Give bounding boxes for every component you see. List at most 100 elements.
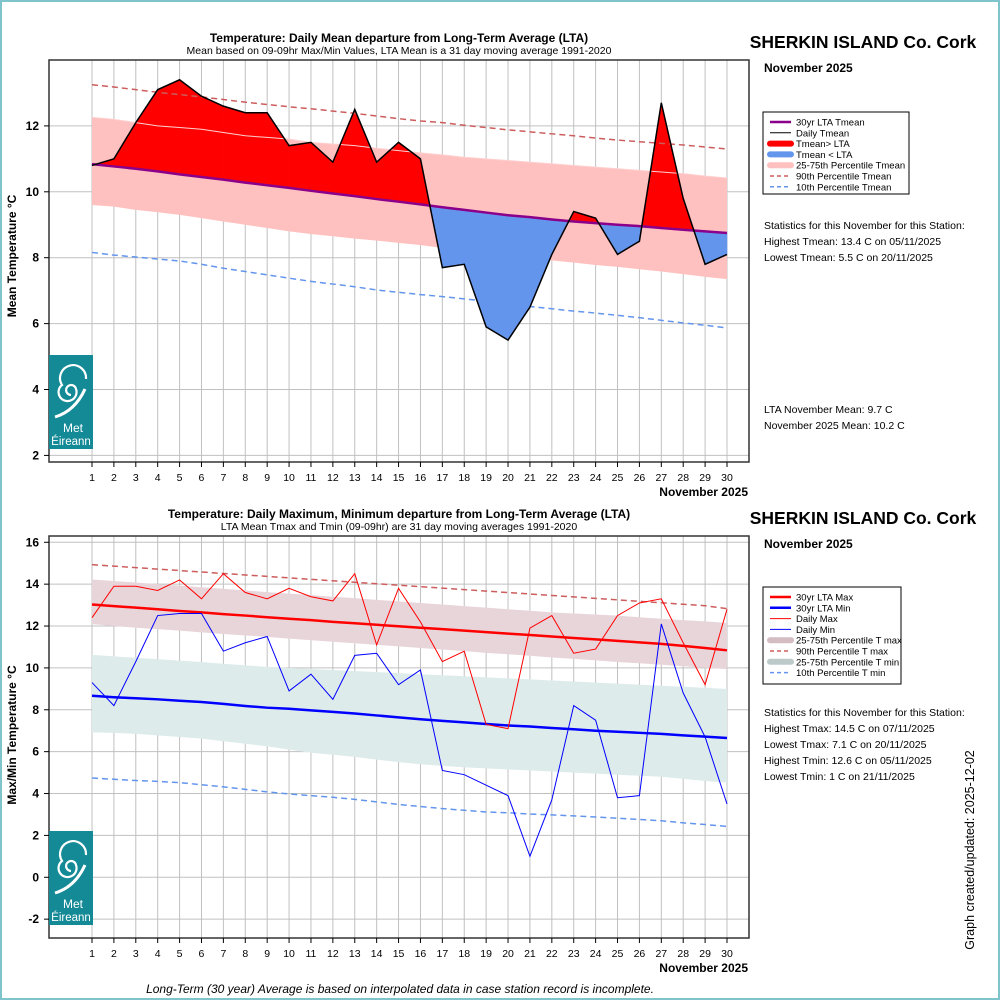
x-tick-label: 23 [568, 948, 580, 960]
stat-lowest-tmin: Lowest Tmin: 1 C on 21/11/2025 [764, 771, 915, 783]
x-tick-label: 17 [437, 948, 449, 960]
above-lta-fill [266, 111, 290, 189]
met-eireann-logo: Met Éireann [49, 355, 93, 449]
x-tick-label: 13 [349, 472, 361, 484]
x-tick-label: 21 [524, 948, 536, 960]
series-lines [91, 563, 728, 858]
mean-temperature-chart: Temperature: Daily Mean departure from L… [5, 31, 977, 499]
x-tick-label: 5 [177, 472, 183, 484]
x-tick-label: 19 [480, 948, 492, 960]
x-tick-label: 8 [242, 472, 248, 484]
percentile-bands [92, 579, 727, 783]
x-tick-label: 3 [133, 948, 139, 960]
x-tick-label: 16 [415, 948, 427, 960]
legend-label: Daily Min [796, 625, 835, 636]
logo-text-eireann: Éireann [51, 911, 91, 924]
y-tick-label: 6 [32, 745, 39, 759]
y-tick-label: 10 [26, 661, 40, 675]
x-tick-label: 27 [655, 472, 667, 484]
x-tick-label: 10 [283, 948, 295, 960]
y-tick-label: 8 [32, 703, 39, 717]
x-tick-label: 30 [721, 472, 733, 484]
daily-min-line [91, 612, 728, 858]
logo-background [49, 831, 93, 925]
x-tick-label: 4 [155, 472, 161, 484]
legend-label: 25-75th Percentile Tmean [796, 161, 905, 172]
lta-mean-line [91, 162, 728, 235]
x-tick-label: 27 [655, 948, 667, 960]
daily-mean-line [91, 78, 728, 342]
lta-month-mean: LTA November Mean: 9.7 C [764, 404, 893, 416]
x-tick-label: 19 [480, 472, 492, 484]
below-lta-fill [442, 207, 465, 268]
month-label: November 2025 [764, 537, 853, 551]
met-eireann-logo: Met Éireann [49, 831, 93, 925]
x-tick-label: 18 [458, 472, 470, 484]
y-tick-label: 10 [26, 185, 40, 199]
p90-tmax-line [91, 563, 728, 610]
chart-subtitle: LTA Mean Tmax and Tmin (09-09hr) are 31 … [221, 521, 578, 533]
x-tick-label: 9 [264, 948, 270, 960]
y-tick-label: 4 [32, 383, 39, 397]
stat-highest-tmin: Highest Tmin: 12.6 C on 05/11/2025 [764, 755, 932, 767]
x-tick-label: 4 [155, 948, 161, 960]
x-tick-label: 20 [502, 472, 514, 484]
logo-background [49, 355, 93, 449]
chart-subtitle: Mean based on 09-09hr Max/Min Values, LT… [187, 45, 612, 57]
x-tick-label: 20 [502, 948, 514, 960]
x-tick-label: 15 [393, 472, 405, 484]
swirl-icon [54, 364, 88, 419]
x-tick-label: 22 [546, 948, 558, 960]
stats-heading: Statistics for this November for this St… [764, 707, 965, 719]
p10-tmin-line [91, 777, 728, 828]
x-tick-label: 16 [415, 472, 427, 484]
x-tick-label: 14 [371, 472, 383, 484]
above-lta-fill [135, 88, 158, 172]
x-tick-label: 23 [568, 472, 580, 484]
x-axis-label: November 2025 [659, 961, 748, 975]
y-tick-label: 2 [32, 828, 39, 842]
p10-line [91, 251, 728, 329]
station-name: SHERKIN ISLAND Co. Cork [750, 508, 977, 528]
month-mean: November 2025 Mean: 10.2 C [764, 420, 905, 432]
x-tick-label: 7 [220, 472, 226, 484]
x-tick-label: 13 [349, 948, 361, 960]
stat-lowest-tmean: Lowest Tmean: 5.5 C on 20/11/2025 [764, 252, 933, 264]
legend-label: 90th Percentile T max [796, 647, 888, 658]
x-tick-label: 1 [89, 472, 95, 484]
percentile-band-tmax [92, 579, 727, 670]
month-label: November 2025 [764, 61, 853, 75]
series-lines [91, 78, 728, 342]
x-tick-label: 10 [283, 472, 295, 484]
legend-label: 25-75th Percentile T max [796, 636, 902, 647]
x-tick-label: 1 [89, 948, 95, 960]
station-name: SHERKIN ISLAND Co. Cork [750, 32, 977, 52]
legend-box [762, 586, 902, 685]
x-tick-label: 29 [699, 948, 711, 960]
y-tick-label: 16 [26, 535, 40, 549]
x-tick-label: 5 [177, 948, 183, 960]
x-tick-label: 22 [546, 472, 558, 484]
stats-heading: Statistics for this November for this St… [764, 220, 965, 232]
x-tick-label: 14 [371, 948, 383, 960]
x-tick-label: 26 [634, 948, 646, 960]
x-tick-label: 21 [524, 472, 536, 484]
daily-max-line [91, 572, 728, 730]
x-tick-label: 15 [393, 948, 405, 960]
x-tick-label: 8 [242, 948, 248, 960]
logo-text-eireann: Éireann [51, 435, 91, 448]
x-axis-label: November 2025 [659, 485, 748, 499]
logo-text-met: Met [63, 897, 84, 911]
y-tick-label: 8 [32, 251, 39, 265]
x-tick-label: 25 [612, 948, 624, 960]
x-tick-label: 6 [199, 472, 205, 484]
x-tick-label: 26 [634, 472, 646, 484]
stat-highest-tmean: Highest Tmean: 13.4 C on 05/11/2025 [764, 236, 941, 248]
above-lta-fill [288, 142, 312, 192]
y-axis-label: Max/Min Temperature °C [5, 665, 19, 805]
x-tick-label: 25 [612, 472, 624, 484]
y-axis-label: Mean Temperature °C [5, 194, 19, 317]
